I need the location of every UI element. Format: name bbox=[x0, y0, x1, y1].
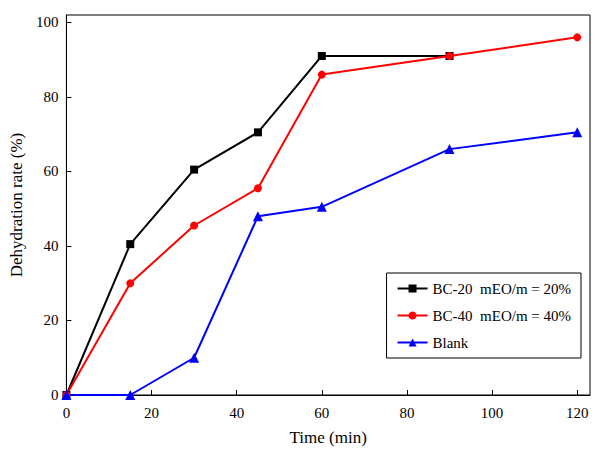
svg-text:Blank: Blank bbox=[433, 335, 469, 351]
svg-text:0: 0 bbox=[51, 387, 59, 403]
svg-text:Dehydration rate (%): Dehydration rate (%) bbox=[7, 133, 26, 277]
svg-text:40: 40 bbox=[229, 405, 244, 421]
svg-text:80: 80 bbox=[399, 405, 414, 421]
svg-text:Time (min): Time (min) bbox=[290, 428, 367, 447]
svg-text:BC-40 mEO/m = 40%: BC-40 mEO/m = 40% bbox=[433, 308, 571, 324]
svg-text:120: 120 bbox=[566, 405, 589, 421]
svg-text:60: 60 bbox=[43, 163, 58, 179]
svg-text:0: 0 bbox=[63, 405, 71, 421]
svg-text:BC-20 mEO/m = 20%: BC-20 mEO/m = 20% bbox=[433, 281, 571, 297]
svg-text:100: 100 bbox=[481, 405, 504, 421]
svg-text:20: 20 bbox=[43, 312, 58, 328]
svg-text:20: 20 bbox=[144, 405, 159, 421]
svg-text:100: 100 bbox=[36, 14, 59, 30]
svg-text:60: 60 bbox=[314, 405, 329, 421]
svg-text:80: 80 bbox=[43, 89, 58, 105]
svg-text:40: 40 bbox=[43, 238, 58, 254]
